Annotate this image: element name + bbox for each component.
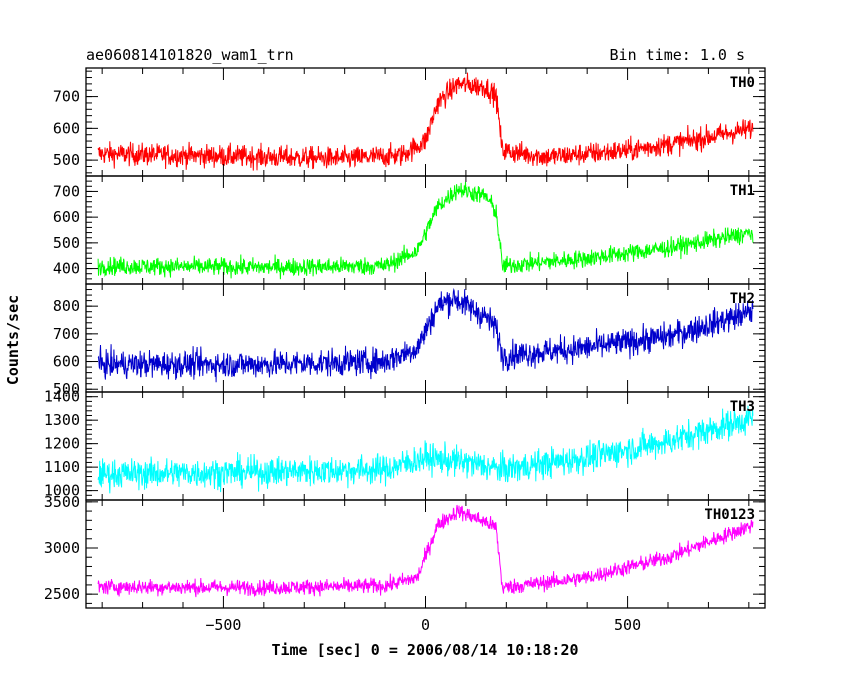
panel-label-th3: TH3 (730, 399, 755, 415)
panel-th0: 500 600 700 TH0 (53, 67, 766, 177)
y-tick-label: 3000 (44, 539, 80, 557)
y-tick-label: 1200 (44, 435, 80, 453)
panel-th0123: 2500 3000 3500 TH0123 (44, 493, 766, 609)
y-tick-label: 2500 (44, 585, 80, 603)
y-tick-label: 1300 (44, 411, 80, 429)
series-line-th1 (97, 181, 754, 280)
panel-label-th2: TH2 (730, 291, 755, 307)
y-tick-label: 600 (53, 119, 80, 137)
series-line-th3 (97, 405, 754, 494)
y-tick-label: 500 (53, 151, 80, 169)
chart-title: ae060814101820_wam1_trn (86, 46, 294, 64)
y-tick-label: 3500 (44, 493, 80, 511)
panels-group: 500 600 700 TH0 400 500 600 700 TH1 500 600 700 800 T… (44, 67, 766, 634)
panel-th2: 500 600 700 800 TH2 (53, 283, 766, 398)
y-tick-label: 600 (53, 208, 80, 226)
y-tick-label: 800 (53, 297, 80, 315)
x-axis-label: Time [sec] 0 = 2006/08/14 10:18:20 (271, 641, 578, 659)
y-tick-label: 700 (53, 325, 80, 343)
y-tick-label: 400 (53, 260, 80, 278)
series-line-th2 (97, 287, 754, 383)
x-tick-label: 500 (614, 616, 641, 634)
panel-th3: 1000 1100 1200 1300 1400 TH3 (44, 388, 766, 501)
y-tick-label: 700 (53, 88, 80, 106)
series-line-th0 (97, 72, 754, 171)
series-line-th0123 (97, 504, 754, 598)
panel-label-th0: TH0 (730, 75, 755, 91)
panel-label-th0123: TH0123 (704, 507, 755, 523)
panel-frame (85, 283, 766, 393)
panel-label-th1: TH1 (730, 183, 755, 199)
y-tick-label: 500 (53, 380, 80, 398)
y-tick-label: 1000 (44, 482, 80, 500)
y-tick-label: 1400 (44, 388, 80, 406)
y-axis-label: Counts/sec (4, 295, 22, 385)
y-tick-label: 700 (53, 182, 80, 200)
x-tick-label: 0 (421, 616, 430, 634)
y-tick-label: 1100 (44, 458, 80, 476)
y-tick-label: 500 (53, 234, 80, 252)
panel-th1: 400 500 600 700 TH1 (53, 175, 766, 285)
bin-time-label: Bin time: 1.0 s (610, 46, 745, 64)
y-tick-label: 600 (53, 353, 80, 371)
x-tick-label: −500 (205, 616, 241, 634)
